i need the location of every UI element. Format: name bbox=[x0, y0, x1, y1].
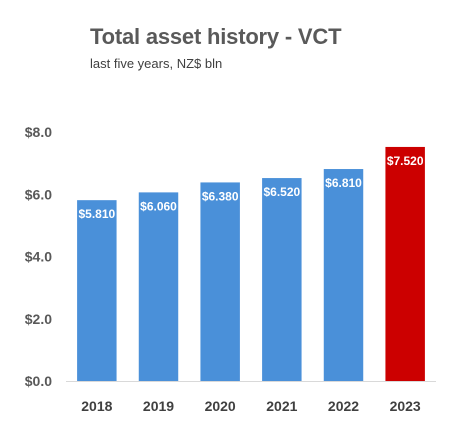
bar-2020 bbox=[200, 182, 240, 381]
y-tick-label: $2.0 bbox=[25, 311, 52, 327]
x-tick-label: 2022 bbox=[328, 398, 359, 414]
bar-2023 bbox=[385, 146, 425, 381]
data-label: $6.060 bbox=[140, 199, 177, 213]
bar-2018 bbox=[77, 200, 117, 381]
x-tick-label: 2021 bbox=[266, 398, 297, 414]
chart-title: Total asset history - VCT bbox=[90, 24, 342, 49]
x-tick-label: 2020 bbox=[205, 398, 236, 414]
x-tick-label: 2023 bbox=[390, 398, 421, 414]
y-tick-label: $6.0 bbox=[25, 186, 52, 202]
data-label: $5.810 bbox=[78, 207, 115, 221]
y-tick-label: $4.0 bbox=[25, 249, 52, 265]
bar-2022 bbox=[323, 169, 364, 381]
x-tick-label: 2018 bbox=[81, 398, 112, 414]
x-tick-label: 2019 bbox=[143, 398, 174, 414]
data-label: $6.810 bbox=[325, 176, 362, 190]
y-tick-label: $0.0 bbox=[25, 373, 52, 389]
data-label: $6.380 bbox=[202, 189, 239, 203]
y-axis: $0.0 $2.0 $4.0 $6.0 $8.0 bbox=[25, 124, 52, 389]
bars: $5.810 $6.060 $6.380 $6.520 $6.810 $7.520 bbox=[77, 146, 425, 381]
x-axis: 2018 2019 2020 2021 2022 2023 bbox=[81, 398, 421, 414]
data-label: $7.520 bbox=[387, 154, 424, 168]
bar-2019 bbox=[138, 192, 179, 381]
y-tick-label: $8.0 bbox=[25, 124, 52, 140]
chart-subtitle: last five years, NZ$ bln bbox=[90, 56, 223, 71]
data-label: $6.520 bbox=[263, 185, 300, 199]
bar-2021 bbox=[262, 178, 302, 381]
